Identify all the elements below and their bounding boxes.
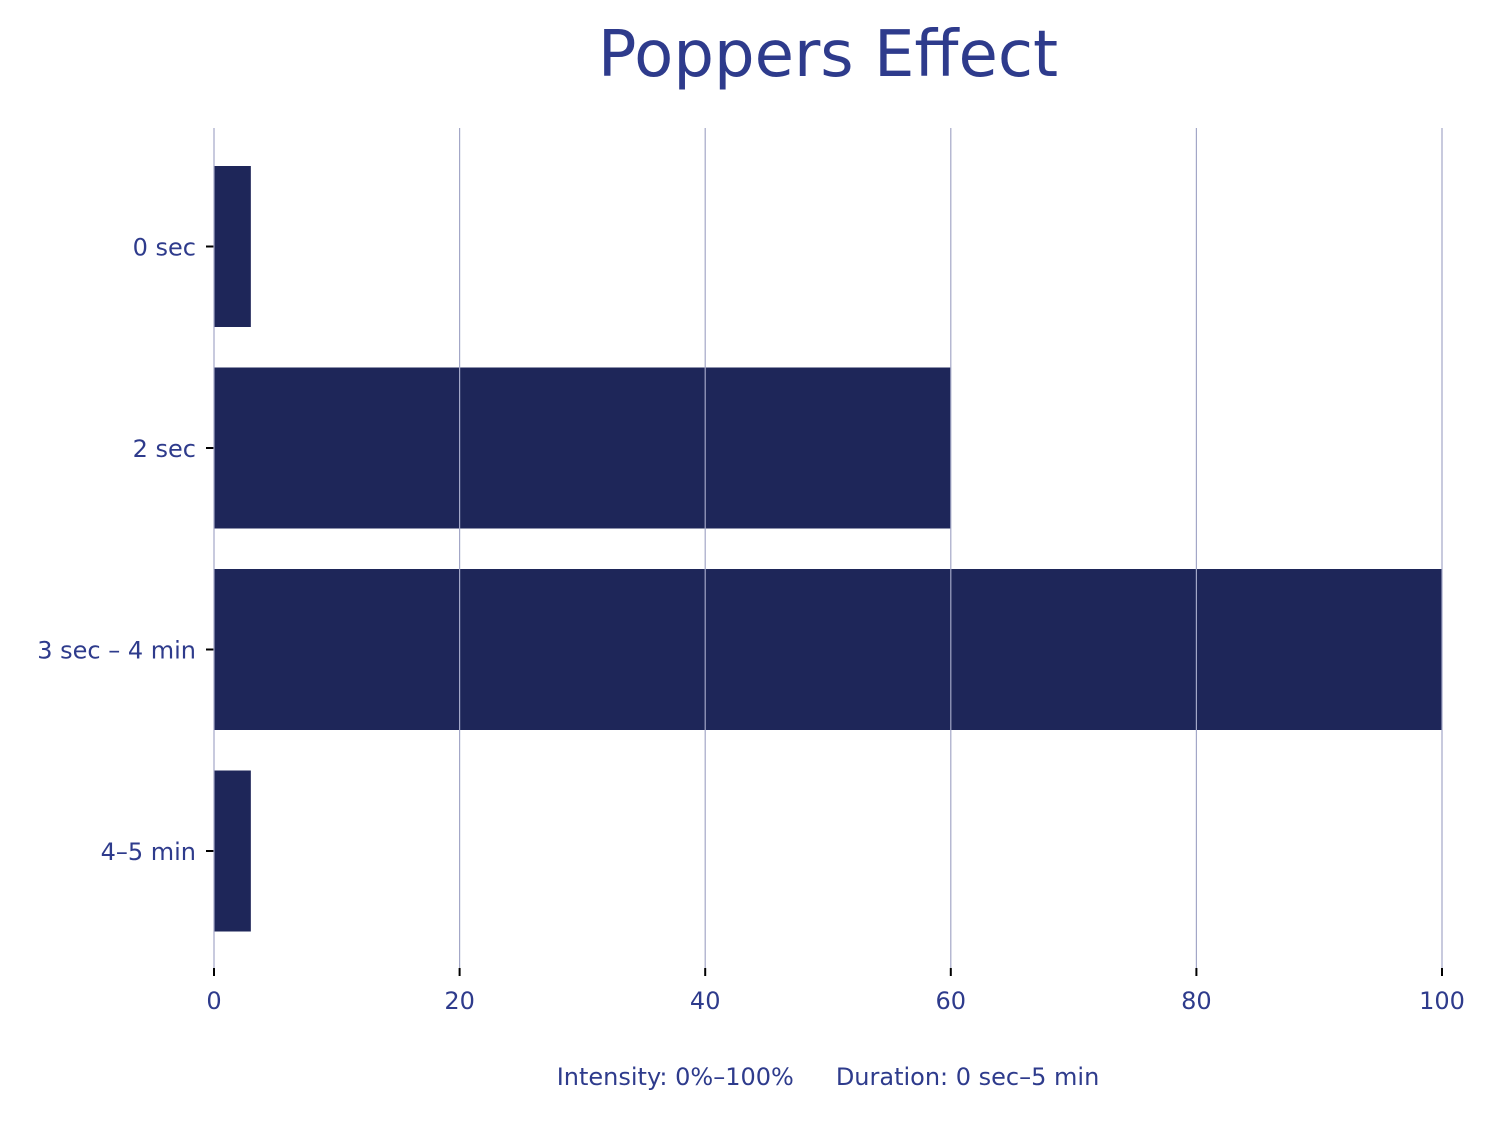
- x-tick-label: 0: [206, 987, 221, 1015]
- bar-2: [214, 569, 1442, 730]
- chart-title: Poppers Effect: [598, 18, 1058, 92]
- x-axis-label: Intensity: 0%–100% Duration: 0 sec–5 min: [557, 1063, 1100, 1091]
- bars: [214, 166, 1442, 932]
- y-axis: 0 sec 2 sec 3 sec – 4 min 4–5 min: [37, 234, 214, 866]
- y-tick-label: 3 sec – 4 min: [37, 637, 196, 665]
- y-tick-label: 0 sec: [133, 234, 196, 262]
- bar-0: [214, 166, 251, 327]
- y-tick-label: 2 sec: [133, 435, 196, 463]
- duration-label: Duration: 0 sec–5 min: [836, 1063, 1099, 1091]
- x-tick-label: 20: [444, 987, 475, 1015]
- x-tick-label: 80: [1181, 987, 1212, 1015]
- x-axis: 0 20 40 60 80 100: [206, 968, 1465, 1015]
- grid-lines: [213, 128, 1443, 968]
- x-tick-label: 100: [1419, 987, 1465, 1015]
- y-tick-label: 4–5 min: [101, 838, 196, 866]
- bar-3: [214, 770, 251, 932]
- x-tick-label: 60: [936, 987, 967, 1015]
- intensity-label: Intensity: 0%–100%: [557, 1063, 794, 1091]
- x-tick-label: 40: [690, 987, 721, 1015]
- bar-1: [214, 367, 951, 529]
